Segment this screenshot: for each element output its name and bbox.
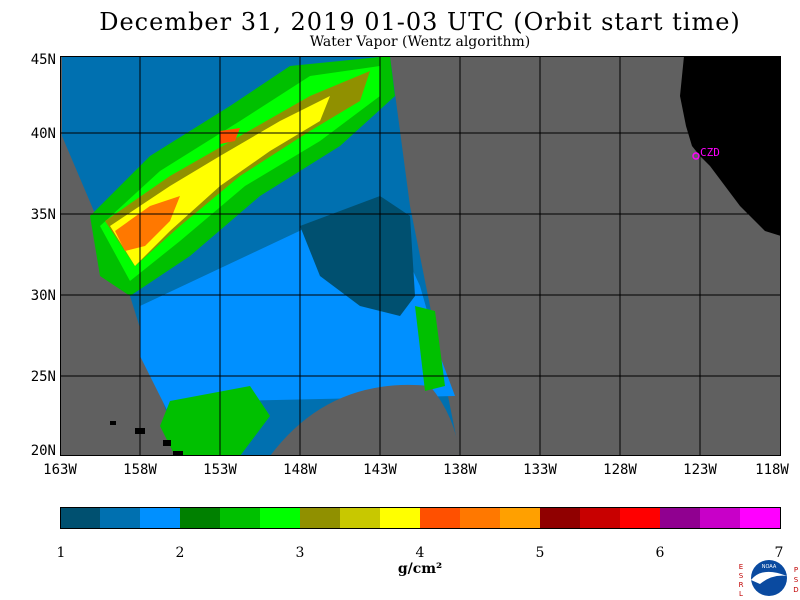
lon-label-128w: 128W bbox=[603, 462, 637, 478]
swath-gap-arc bbox=[270, 384, 460, 456]
colorbar-swatch bbox=[220, 507, 261, 529]
hawaii-island bbox=[110, 421, 116, 425]
lat-label-40n: 40N bbox=[30, 126, 56, 142]
lat-label-20n: 20N bbox=[30, 443, 56, 459]
map-subtitle: Water Vapor (Wentz algorithm) bbox=[309, 34, 531, 50]
hawaii-island bbox=[173, 451, 183, 456]
station-label: CZD bbox=[700, 146, 720, 159]
logo-letter-s: S bbox=[739, 572, 744, 580]
logo-letter-e: E bbox=[739, 563, 743, 571]
lat-label-30n: 30N bbox=[30, 288, 56, 304]
colorbar-swatch bbox=[540, 507, 581, 529]
lon-label-158w: 158W bbox=[123, 462, 157, 478]
colorbar-tick-1: 1 bbox=[56, 545, 66, 561]
map-title: December 31, 2019 01-03 UTC (Orbit start… bbox=[99, 8, 741, 36]
lon-label-118w: 118W bbox=[755, 462, 789, 478]
logo-letter-d: D bbox=[793, 586, 798, 594]
noaa-logo: E S R L P S D NOAA bbox=[739, 560, 799, 598]
lat-label-35n: 35N bbox=[30, 207, 56, 223]
coastline-land bbox=[680, 56, 781, 236]
swath-green-east bbox=[415, 306, 445, 391]
band-orange-north bbox=[220, 128, 240, 144]
colorbar-tick-3: 3 bbox=[295, 545, 305, 561]
logo-letter-s2: S bbox=[794, 576, 799, 584]
lon-label-133w: 133W bbox=[523, 462, 557, 478]
lon-label-138w: 138W bbox=[443, 462, 477, 478]
colorbar-swatch bbox=[420, 507, 461, 529]
colorbar-swatch bbox=[380, 507, 421, 529]
lon-label-143w: 143W bbox=[363, 462, 397, 478]
logo-letter-p: P bbox=[794, 566, 798, 574]
colorbar bbox=[60, 507, 781, 529]
colorbar-swatch bbox=[300, 507, 341, 529]
colorbar-tick-2: 2 bbox=[175, 545, 185, 561]
colorbar-swatch bbox=[660, 507, 701, 529]
lon-label-148w: 148W bbox=[283, 462, 317, 478]
colorbar-swatch bbox=[260, 507, 301, 529]
colorbar-swatch bbox=[500, 507, 541, 529]
colorbar-swatch bbox=[620, 507, 661, 529]
swath-green-south bbox=[160, 386, 270, 456]
logo-letter-r: R bbox=[739, 581, 744, 589]
colorbar-swatch bbox=[60, 507, 101, 529]
colorbar-swatch bbox=[740, 507, 781, 529]
colorbar-swatch bbox=[460, 507, 501, 529]
noaa-emblem-bird bbox=[751, 571, 787, 584]
logo-letter-l: L bbox=[739, 590, 743, 598]
colorbar-tick-7: 7 bbox=[774, 545, 784, 561]
band-orange bbox=[115, 196, 180, 251]
lon-label-153w: 153W bbox=[203, 462, 237, 478]
station-marker bbox=[692, 152, 700, 160]
map-frame bbox=[60, 56, 781, 456]
colorbar-swatch bbox=[700, 507, 741, 529]
colorbar-swatch bbox=[100, 507, 141, 529]
colorbar-swatch bbox=[340, 507, 381, 529]
lon-label-123w: 123W bbox=[683, 462, 717, 478]
lat-label-45n: 45N bbox=[30, 52, 56, 68]
swath-dark-blue bbox=[300, 196, 415, 316]
colorbar-units: g/cm² bbox=[397, 561, 443, 577]
colorbar-swatch bbox=[140, 507, 181, 529]
colorbar-frame bbox=[60, 507, 781, 529]
colorbar-tick-4: 4 bbox=[415, 545, 425, 561]
colorbar-swatch bbox=[180, 507, 221, 529]
lat-label-25n: 25N bbox=[30, 369, 56, 385]
colorbar-tick-5: 5 bbox=[535, 545, 545, 561]
colorbar-swatch bbox=[580, 507, 621, 529]
colorbar-tick-6: 6 bbox=[655, 545, 665, 561]
noaa-emblem-text: NOAA bbox=[762, 564, 777, 570]
water-vapor-map: CZD bbox=[60, 56, 781, 456]
hawaii-island bbox=[163, 440, 171, 446]
lon-label-163w: 163W bbox=[43, 462, 77, 478]
map-grid bbox=[60, 56, 781, 456]
